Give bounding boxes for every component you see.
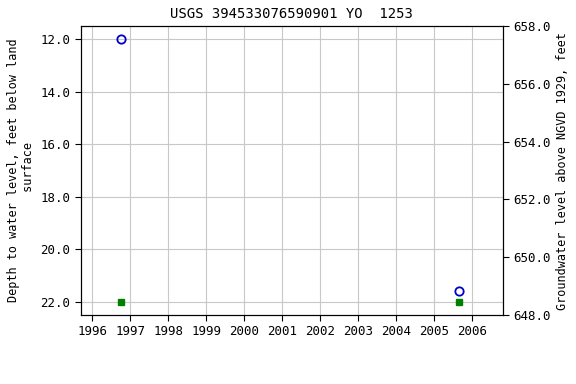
Legend: Period of approved data: Period of approved data: [188, 379, 395, 384]
Y-axis label: Groundwater level above NGVD 1929, feet: Groundwater level above NGVD 1929, feet: [556, 31, 569, 310]
Y-axis label: Depth to water level, feet below land
 surface: Depth to water level, feet below land su…: [7, 39, 35, 302]
Title: USGS 394533076590901 YO  1253: USGS 394533076590901 YO 1253: [170, 7, 413, 21]
